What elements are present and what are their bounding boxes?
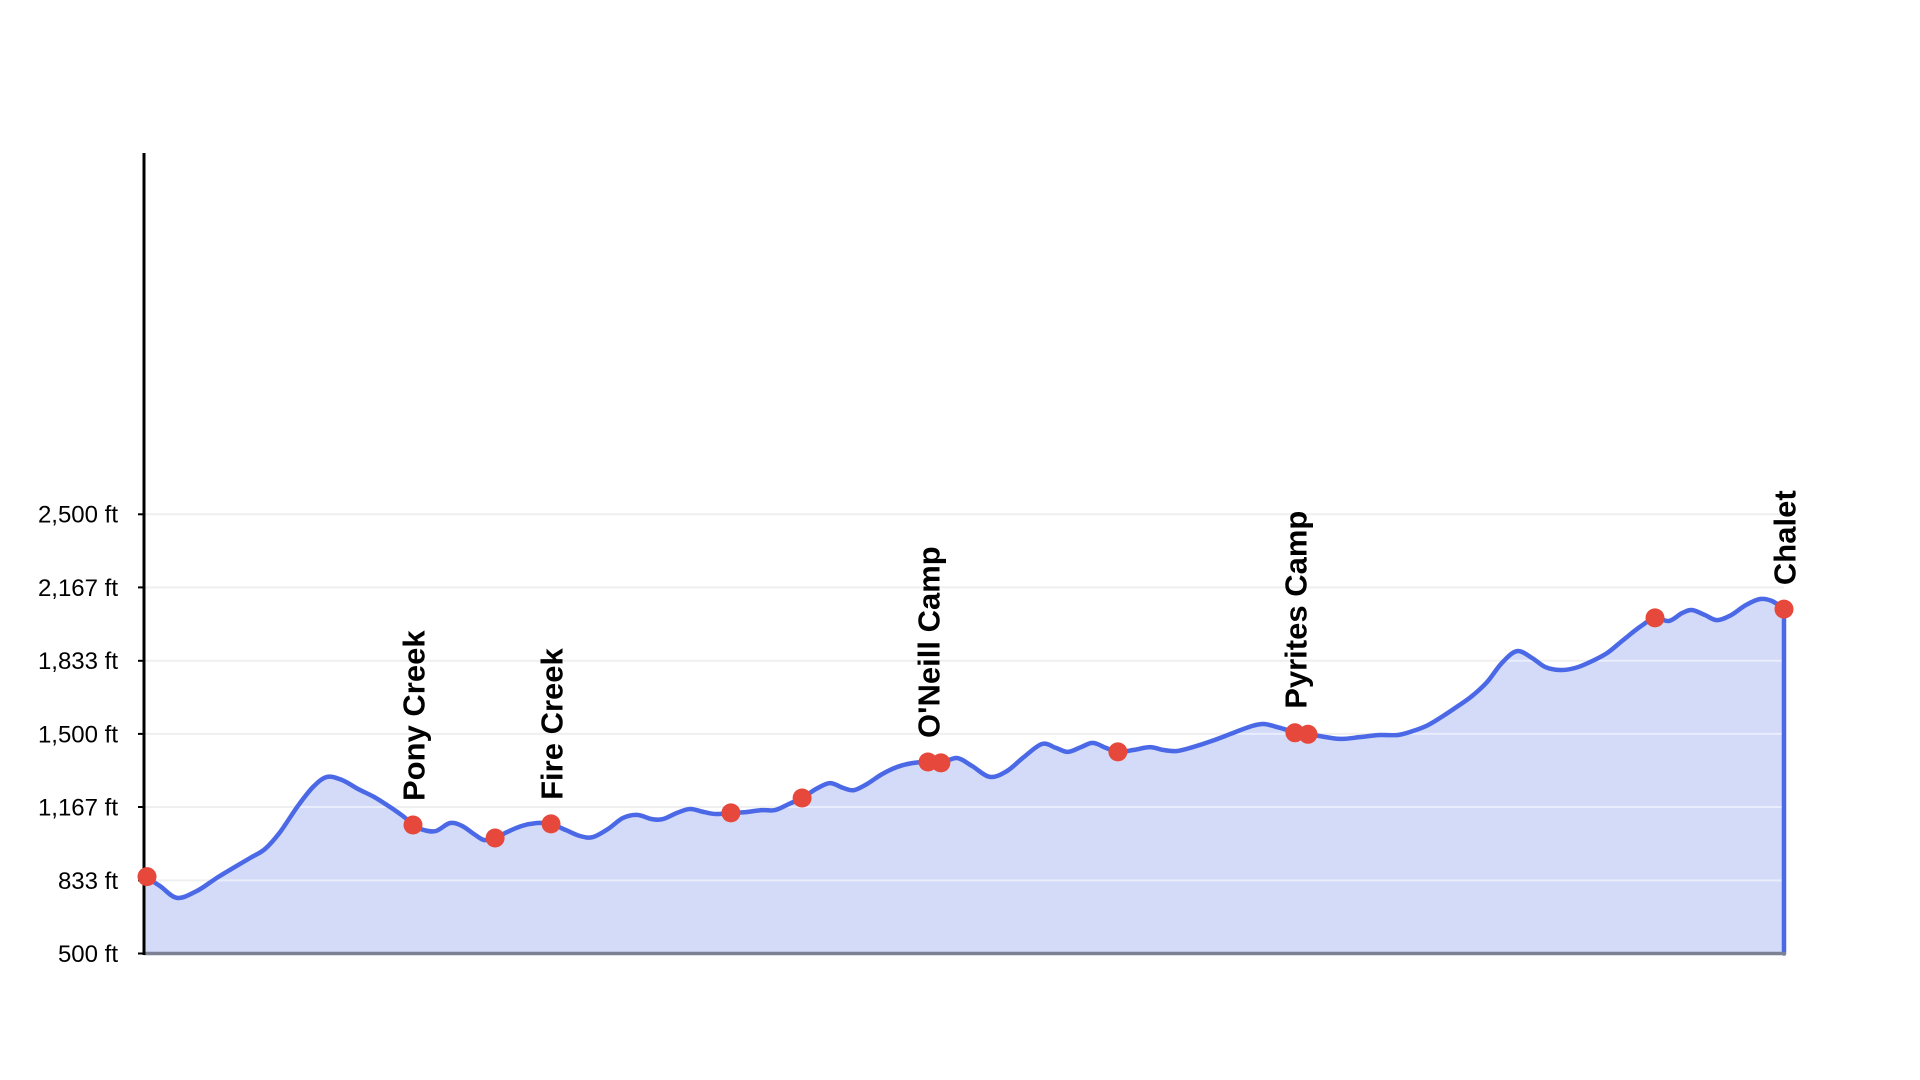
y-tick-label: 1,833 ft — [38, 648, 118, 675]
y-tick-label: 833 ft — [58, 868, 118, 895]
waypoint-dot-fire-creek[interactable] — [541, 814, 561, 834]
waypoint-dot[interactable] — [1108, 742, 1128, 762]
waypoint-label-o-neill-camp: O'Neill Camp — [911, 546, 946, 738]
waypoint-dot[interactable] — [1298, 724, 1318, 744]
waypoint-dot[interactable] — [1645, 608, 1665, 628]
waypoint-dot[interactable] — [931, 753, 951, 773]
waypoint-label-chalet: Chalet — [1768, 490, 1803, 585]
waypoint-label-pyrites-camp: Pyrites Camp — [1278, 511, 1313, 709]
y-tick-label: 500 ft — [58, 941, 118, 968]
y-tick-label: 1,500 ft — [38, 721, 118, 748]
waypoint-label-pony-creek: Pony Creek — [396, 630, 431, 801]
y-tick-label: 2,167 ft — [38, 575, 118, 602]
waypoint-label-fire-creek: Fire Creek — [535, 648, 570, 800]
elevation-area-fill — [145, 598, 1784, 954]
y-tick-label: 2,500 ft — [38, 502, 118, 529]
waypoint-dot[interactable] — [721, 803, 741, 823]
waypoint-dot-pony-creek[interactable] — [403, 815, 423, 835]
waypoint-dot-chalet[interactable] — [1774, 599, 1794, 619]
y-tick-label: 1,167 ft — [38, 794, 118, 821]
waypoint-dot[interactable] — [137, 867, 157, 887]
waypoint-dot[interactable] — [792, 788, 812, 808]
waypoint-dot[interactable] — [485, 828, 505, 848]
